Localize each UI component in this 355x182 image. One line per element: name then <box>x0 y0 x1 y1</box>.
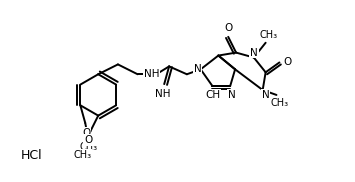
Text: CH₃: CH₃ <box>73 150 92 160</box>
Text: O: O <box>82 128 91 138</box>
Text: CH₃: CH₃ <box>271 98 289 108</box>
Text: N: N <box>228 90 236 100</box>
Text: CH₃: CH₃ <box>260 30 278 40</box>
Text: CH₃: CH₃ <box>79 142 97 152</box>
Text: NH: NH <box>155 89 171 99</box>
Text: O: O <box>84 135 93 145</box>
Text: O: O <box>283 58 291 68</box>
Text: HCl: HCl <box>21 149 42 163</box>
Text: O: O <box>224 23 232 33</box>
Text: N: N <box>250 48 258 58</box>
Text: N: N <box>262 90 269 100</box>
Text: N: N <box>194 64 202 74</box>
Text: NH: NH <box>144 69 159 79</box>
Text: CH: CH <box>205 90 220 100</box>
